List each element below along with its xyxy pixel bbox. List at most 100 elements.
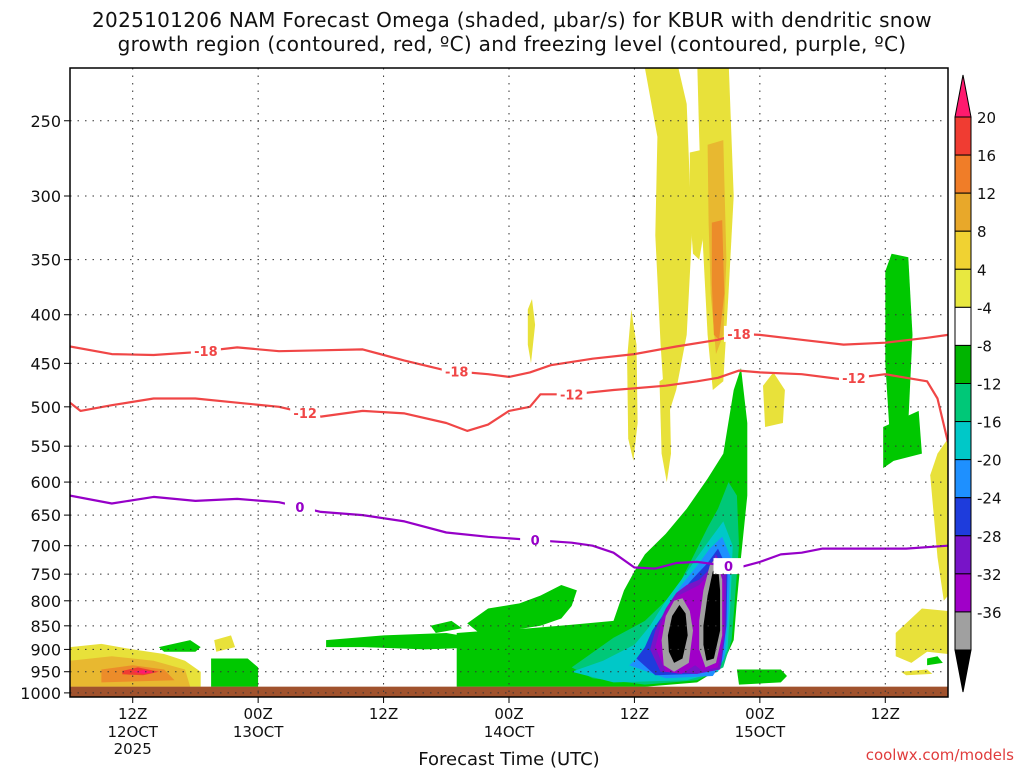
contour-label-bg — [290, 404, 321, 421]
y-tick-label: 400 — [30, 306, 61, 325]
y-tick-label: 650 — [30, 506, 61, 525]
colorbar-box — [954, 306, 972, 346]
y-tick-label: 500 — [30, 398, 61, 417]
colorbar-box — [954, 535, 972, 575]
omega-shade-21 — [430, 620, 462, 633]
colorbar-label: -28 — [977, 528, 1002, 546]
x-tick-label: 12Z — [369, 705, 398, 723]
omega-shade-18 — [211, 658, 259, 687]
contour-label-dgz1: -12 — [842, 372, 866, 387]
colorbar-box — [954, 344, 972, 384]
colorbar-label: -8 — [977, 337, 992, 355]
colorbar-box — [954, 230, 972, 270]
contour-label-bg — [556, 386, 587, 403]
contour-line-dgz1 — [70, 369, 948, 443]
omega-shade-26 — [885, 253, 913, 431]
contour-line-freezing — [70, 494, 948, 570]
colorbar-box — [954, 268, 972, 308]
x-tick-date: 13OCT — [233, 723, 284, 741]
y-tick-label: 750 — [30, 565, 61, 584]
omega-shade-4 — [689, 149, 704, 260]
colorbar-box — [954, 383, 972, 423]
omega-shade-19 — [158, 640, 201, 652]
x-tick-label: 12Z — [118, 705, 147, 723]
y-tick-label: 1000 — [20, 684, 61, 703]
colorbar-label: -4 — [977, 299, 992, 317]
omega-shade-6 — [527, 299, 536, 364]
colorbar-label: -32 — [977, 566, 1002, 584]
contour-label-dgz1: -12 — [293, 407, 317, 422]
colorbar-box — [954, 192, 972, 232]
colorbar-box — [954, 459, 972, 499]
x-tick-year: 2025 — [114, 740, 152, 758]
x-tick-date: 12OCT — [107, 723, 158, 741]
contour-label-bg — [284, 499, 315, 516]
contour-label-freezing: 0 — [724, 560, 733, 575]
contour-line-dgz0 — [70, 332, 948, 378]
contour-label-dgz0: -18 — [445, 366, 469, 381]
x-tick-label: 00Z — [243, 705, 272, 723]
colorbar-label: -12 — [977, 376, 1002, 394]
contour-label-bg — [723, 325, 754, 342]
omega-shade-36 — [667, 604, 688, 663]
colorbar-label: 4 — [977, 261, 987, 279]
colorbar-label: -20 — [977, 452, 1002, 470]
y-tick-label: 300 — [30, 187, 61, 206]
y-tick-label: 800 — [30, 592, 61, 611]
colorbar-label: -24 — [977, 490, 1002, 508]
omega-shade-0 — [644, 68, 692, 423]
y-tick-label: 550 — [30, 437, 61, 456]
x-tick-date: 14OCT — [484, 723, 535, 741]
omega-shade-10 — [895, 608, 948, 663]
y-tick-label: 250 — [30, 112, 61, 131]
omega-shade-8 — [659, 376, 671, 483]
x-tick-label: 00Z — [745, 705, 774, 723]
contour-label-bg — [441, 363, 472, 380]
colorbar-top-arrow — [954, 74, 972, 118]
y-tick-label: 450 — [30, 354, 61, 373]
colorbar-box — [954, 573, 972, 613]
contour-label-bg — [520, 532, 551, 549]
x-tick-label: 12Z — [871, 705, 900, 723]
x-tick-label: 12Z — [620, 705, 649, 723]
colorbar-label: 8 — [977, 223, 987, 241]
omega-shade-37 — [703, 565, 721, 661]
contour-label-dgz0: -18 — [727, 328, 751, 343]
colorbar-box — [954, 421, 972, 461]
omega-shade-3 — [711, 220, 725, 340]
contour-label-dgz0: -18 — [194, 345, 218, 360]
y-tick-label: 950 — [30, 663, 61, 682]
plot-frame — [69, 67, 949, 698]
y-tick-label: 900 — [30, 640, 61, 659]
omega-shade-9 — [930, 438, 948, 601]
y-tick-label: 850 — [30, 617, 61, 636]
omega-shade-27 — [927, 656, 943, 666]
plot-area: -18 -18 -18 -12 -12 -12 0 0 0 — [70, 68, 948, 697]
chart-title-line-1: 2025101206 NAM Forecast Omega (shaded, µ… — [92, 8, 932, 32]
omega-shade-17 — [132, 670, 154, 674]
colorbar-bottom-arrow — [954, 649, 972, 693]
colorbar-box — [954, 154, 972, 194]
contour-label-dgz1: -12 — [560, 388, 584, 403]
omega-shade-5 — [627, 309, 638, 461]
x-tick-label: 00Z — [494, 705, 523, 723]
y-tick-label: 600 — [30, 473, 61, 492]
colorbar-box — [954, 116, 972, 156]
credit-text: coolwx.com/models — [865, 746, 1014, 764]
contour-label-bg — [190, 343, 221, 360]
omega-shade-12 — [214, 635, 236, 652]
colorbar-label: -16 — [977, 414, 1002, 432]
colorbar-box — [954, 497, 972, 537]
omega-shade-11 — [901, 669, 933, 676]
contour-label-bg — [713, 558, 744, 575]
omega-shade-7 — [763, 372, 785, 427]
chart-title-line-2: growth region (contoured, red, ºC) and f… — [117, 32, 907, 56]
colorbar-box — [954, 611, 972, 651]
colorbar-label: -36 — [977, 604, 1002, 622]
y-tick-label: 350 — [30, 251, 61, 270]
colorbar-label: 12 — [977, 185, 996, 203]
contour-label-freezing: 0 — [295, 501, 304, 516]
contour-label-bg — [838, 370, 869, 387]
x-tick-date: 15OCT — [735, 723, 786, 741]
